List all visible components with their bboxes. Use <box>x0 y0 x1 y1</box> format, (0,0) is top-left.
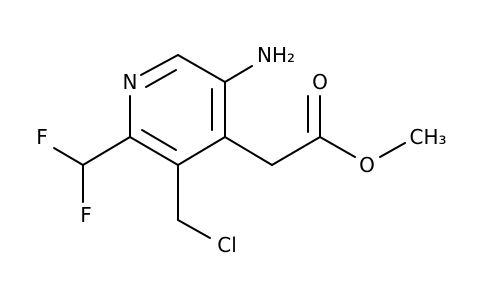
bond <box>177 219 211 239</box>
bond <box>141 129 177 151</box>
atom-label: O <box>312 70 328 94</box>
bond <box>177 54 226 83</box>
bonds <box>53 54 406 239</box>
atom-label: NH₂ <box>257 43 295 67</box>
atom-label: CH₃ <box>409 125 446 149</box>
bond <box>271 136 321 166</box>
bond <box>379 142 406 158</box>
bond <box>224 65 253 83</box>
bond <box>177 136 226 166</box>
atom-label: F <box>36 125 48 149</box>
atom-label: F <box>80 203 92 227</box>
atom-label: O <box>359 153 375 177</box>
bond <box>319 136 356 158</box>
bond <box>224 136 273 166</box>
bond <box>145 69 177 88</box>
bond <box>82 136 131 166</box>
atom-label: N <box>123 70 138 94</box>
bond <box>53 147 84 166</box>
bond <box>140 54 179 76</box>
atom-label: Cl <box>217 233 237 257</box>
bond <box>129 136 179 166</box>
